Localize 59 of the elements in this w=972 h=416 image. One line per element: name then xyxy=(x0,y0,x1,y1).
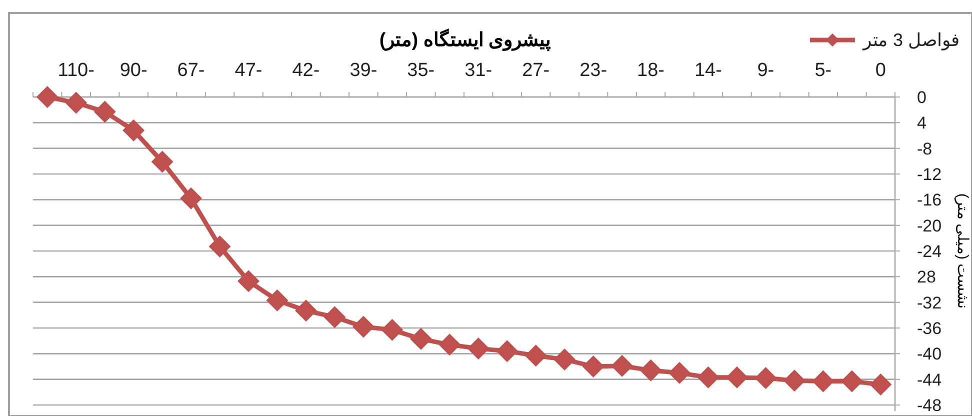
point xyxy=(783,370,806,392)
point xyxy=(438,334,461,356)
x-tick-label: 18- xyxy=(637,60,664,81)
y-tick-label: 0 xyxy=(917,88,926,107)
point xyxy=(36,86,58,108)
point xyxy=(611,354,634,377)
x-tick-label: 47- xyxy=(234,60,262,81)
x-tick-label: 35- xyxy=(407,60,435,81)
point xyxy=(697,366,720,388)
x-tick-label: 42- xyxy=(292,60,320,81)
x-tick-label: 39- xyxy=(350,60,378,81)
x-tick-label: 67- xyxy=(177,60,205,81)
y-tick-label: -12 xyxy=(917,165,942,184)
point xyxy=(208,236,231,258)
point xyxy=(266,289,288,312)
point xyxy=(122,119,145,142)
point xyxy=(870,373,892,396)
chart-title: پیشروی ایستگاه (متر) xyxy=(379,28,551,51)
y-tick-label: 4 xyxy=(917,114,926,133)
y-tick-label: -36 xyxy=(917,319,942,338)
point xyxy=(94,100,116,123)
point xyxy=(238,270,260,292)
y-tick-label: -48 xyxy=(917,396,942,415)
x-tick-label: 110- xyxy=(58,60,94,81)
point xyxy=(754,367,777,390)
legend-label: فواصل 3 متر xyxy=(862,30,960,51)
x-tick-label: 23- xyxy=(580,60,608,81)
x-tick-label: 14- xyxy=(694,60,722,81)
point xyxy=(640,359,662,382)
point xyxy=(381,318,404,341)
x-tick-label: 90- xyxy=(120,60,148,81)
point xyxy=(151,150,174,173)
point xyxy=(410,328,432,350)
y-tick-label: 28 xyxy=(917,268,936,287)
legend: فواصل 3 متر xyxy=(810,30,960,50)
point xyxy=(352,316,374,338)
point xyxy=(668,362,690,384)
y-tick-label: -44 xyxy=(917,370,942,390)
point xyxy=(524,344,547,367)
point xyxy=(582,356,604,378)
y-tick-label: -32 xyxy=(917,293,942,312)
point xyxy=(180,187,202,210)
y-tick-label: -16 xyxy=(917,190,942,210)
y-tick-label: -8 xyxy=(917,139,932,158)
x-tick-label: 0 xyxy=(875,60,886,81)
point xyxy=(65,92,88,114)
y-tick-label: -40 xyxy=(917,344,942,364)
point xyxy=(467,338,490,360)
x-tick-label: 31- xyxy=(464,60,492,81)
point xyxy=(554,348,576,370)
point xyxy=(496,340,518,362)
y-tick-label: -24 xyxy=(917,242,942,261)
x-tick-label: 9- xyxy=(757,60,774,81)
x-tick-label: 27- xyxy=(522,60,550,81)
point xyxy=(324,306,346,328)
y-axis-title: نشست (میلی متر) xyxy=(954,193,971,309)
point xyxy=(294,300,317,322)
y-tick-label: -20 xyxy=(917,216,942,236)
x-tick-label: 5- xyxy=(814,60,832,81)
